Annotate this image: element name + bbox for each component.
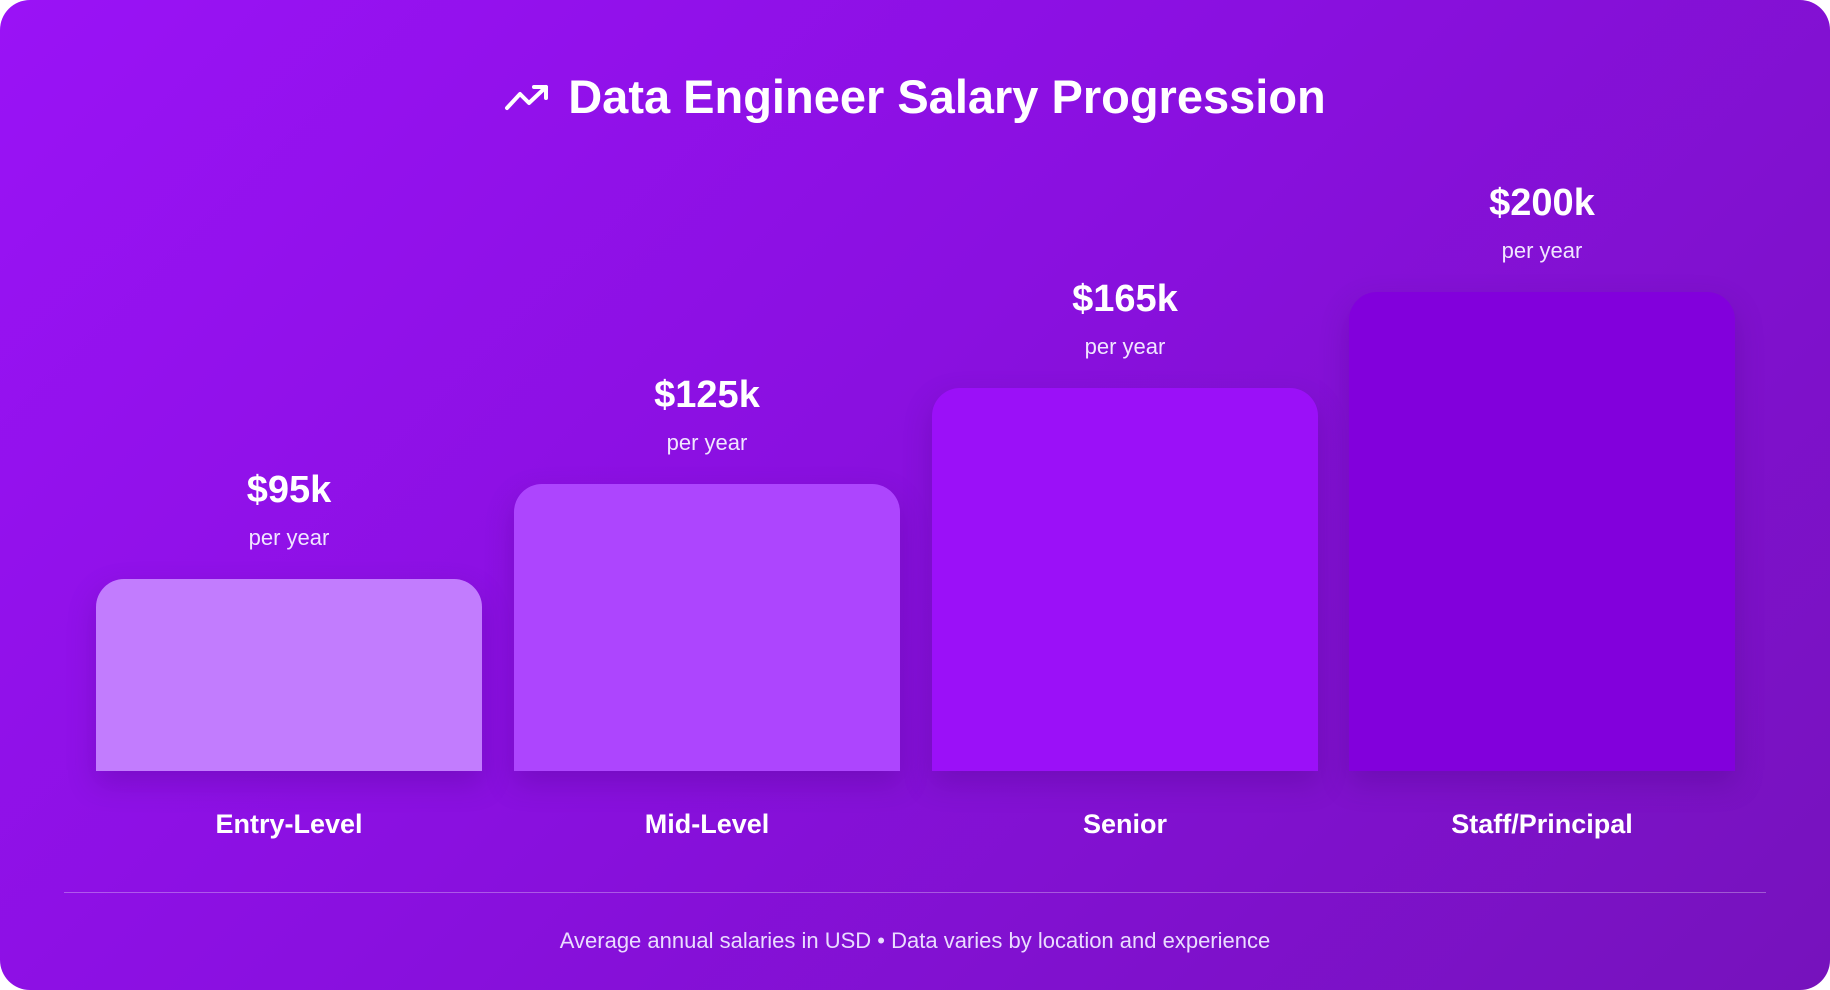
value-sublabel: per year bbox=[1501, 238, 1583, 263]
chart-title: Data Engineer Salary Progression bbox=[568, 70, 1326, 123]
value-label: $200k bbox=[1489, 182, 1595, 224]
value-label: $165k bbox=[1072, 278, 1178, 320]
divider bbox=[64, 892, 1766, 893]
bar-senior bbox=[932, 388, 1318, 771]
bar-mid-level bbox=[514, 484, 900, 771]
value-sublabel: per year bbox=[248, 525, 330, 550]
trending-up-icon bbox=[505, 84, 549, 110]
chart-title-row: Data Engineer Salary Progression bbox=[0, 68, 1830, 126]
value-sublabel: per year bbox=[666, 430, 748, 455]
value-label: $95k bbox=[246, 469, 332, 511]
bar-entry-level bbox=[96, 579, 482, 771]
category-label: Staff/Principal bbox=[1451, 809, 1633, 839]
category-label: Mid-Level bbox=[644, 809, 770, 839]
value-sublabel: per year bbox=[1084, 334, 1166, 359]
value-label: $125k bbox=[654, 374, 760, 416]
category-label: Entry-Level bbox=[215, 809, 363, 839]
footer-note: Average annual salaries in USD • Data va… bbox=[559, 928, 1271, 953]
bar-staff-principal bbox=[1349, 292, 1735, 771]
category-label: Senior bbox=[1082, 809, 1168, 839]
